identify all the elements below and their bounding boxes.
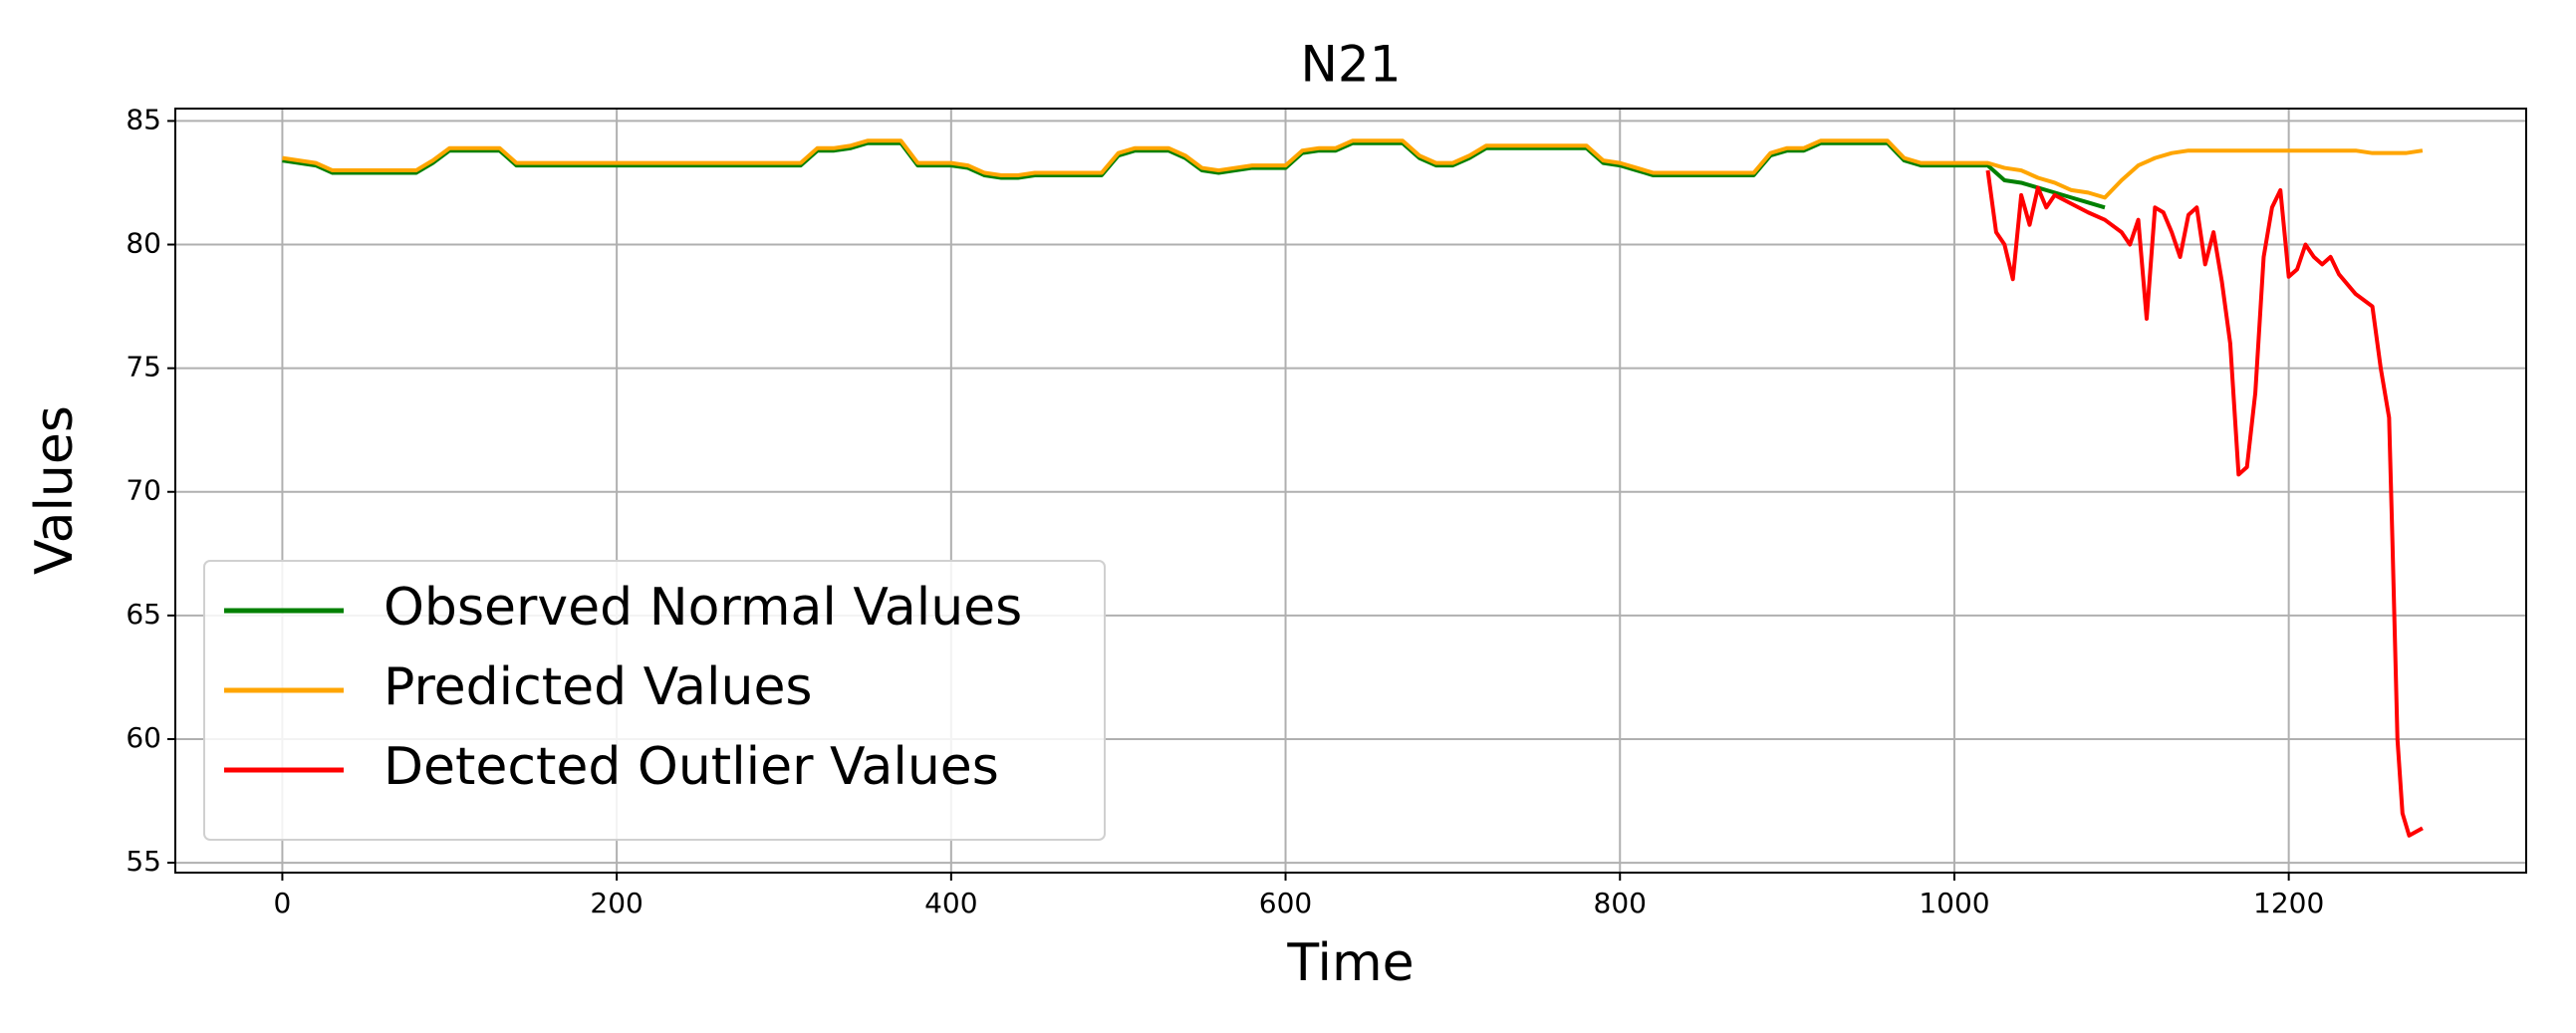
y-tick-label: 60 bbox=[126, 721, 161, 754]
y-tick-label: 65 bbox=[126, 598, 161, 631]
x-tick-label: 0 bbox=[274, 887, 292, 919]
x-tick-label: 1000 bbox=[1919, 887, 1989, 919]
legend-label: Detected Outlier Values bbox=[384, 737, 999, 797]
data-line bbox=[1985, 169, 2424, 838]
y-tick-label: 85 bbox=[126, 103, 161, 135]
x-tick-label: 200 bbox=[590, 887, 643, 919]
y-tick-label: 80 bbox=[126, 227, 161, 260]
y-tick-label: 70 bbox=[126, 474, 161, 507]
y-tick-label: 55 bbox=[126, 845, 161, 878]
legend-label: Predicted Values bbox=[384, 657, 813, 717]
y-axis-label: Values bbox=[25, 405, 85, 575]
x-tick-label: 1200 bbox=[2253, 887, 2324, 919]
chart-title: N21 bbox=[1300, 36, 1401, 94]
data-line bbox=[282, 138, 2424, 200]
legend-box bbox=[203, 560, 1106, 841]
y-tick-label: 75 bbox=[126, 351, 161, 384]
x-tick-label: 800 bbox=[1594, 887, 1647, 919]
x-axis-label: Time bbox=[1286, 933, 1414, 993]
legend: Observed Normal Values Predicted Values De… bbox=[203, 560, 1106, 841]
plot-frame bbox=[174, 108, 2527, 874]
legend-label: Observed Normal Values bbox=[384, 578, 1022, 638]
x-tick-label: 400 bbox=[924, 887, 977, 919]
x-tick-label: 600 bbox=[1259, 887, 1312, 919]
